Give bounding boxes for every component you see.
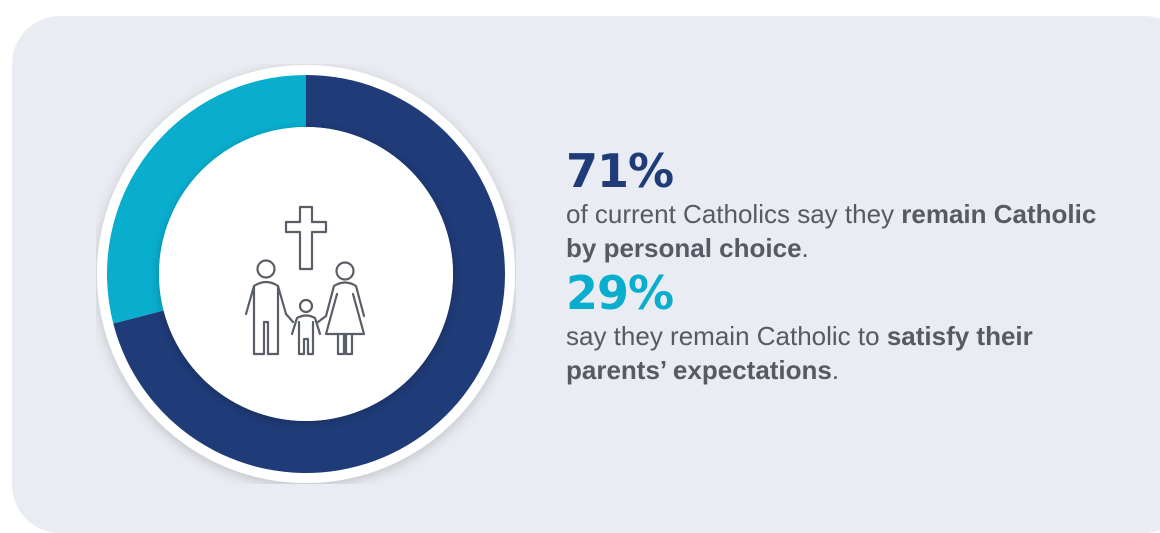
stat-text-secondary: say they remain Catholic to bbox=[566, 321, 887, 351]
stat-punct-primary: . bbox=[802, 233, 809, 263]
donut-chart bbox=[96, 64, 516, 484]
stats-panel: 71% of current Catholics say they remain… bbox=[566, 145, 1126, 387]
donut-center bbox=[159, 127, 453, 421]
donut-chart-svg bbox=[96, 64, 516, 484]
stat-text-primary: of current Catholics say they bbox=[566, 199, 901, 229]
stat-punct-secondary: . bbox=[832, 355, 839, 385]
stat-value-secondary: 29% bbox=[566, 267, 1126, 319]
stat-value-primary: 71% bbox=[566, 145, 1126, 197]
stat-description-primary: of current Catholics say they remain Cat… bbox=[566, 197, 1126, 265]
stat-description-secondary: say they remain Catholic to satisfy thei… bbox=[566, 319, 1126, 387]
